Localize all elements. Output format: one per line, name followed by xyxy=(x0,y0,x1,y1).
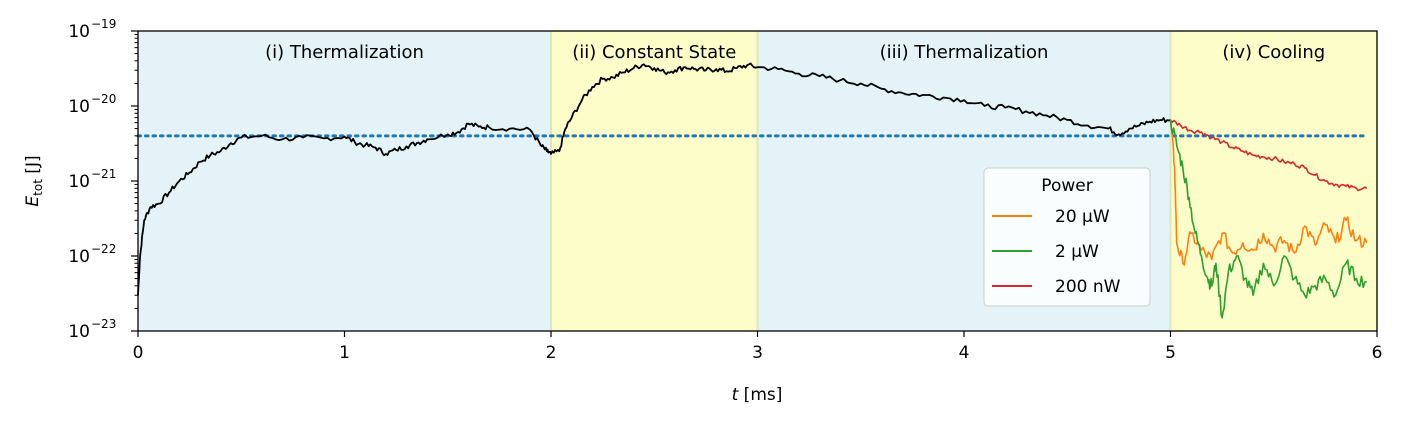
y-axis-label-sub: tot xyxy=(31,179,45,196)
x-tick-label: 5 xyxy=(1165,343,1176,363)
series-line-200-nw xyxy=(1169,119,1368,192)
y-tick-base: 10 xyxy=(68,97,90,117)
region-band xyxy=(138,31,551,331)
y-axis-label-unit: [J] xyxy=(23,155,43,179)
region-label: (i) Thermalization xyxy=(265,42,424,63)
x-tick-label: 2 xyxy=(546,343,557,363)
y-tick-exponent: −23 xyxy=(91,317,116,331)
y-tick-exponent: −20 xyxy=(91,92,116,106)
x-tick-label: 4 xyxy=(959,343,970,363)
legend-label: 2 μW xyxy=(1055,242,1099,262)
series-line-20-w xyxy=(1169,119,1368,266)
x-axis-label: t [ms] xyxy=(732,385,783,405)
x-axis-label-unit: [ms] xyxy=(738,385,782,405)
region-label: (iv) Cooling xyxy=(1222,42,1325,63)
y-axis-label-var: E xyxy=(23,196,43,207)
y-tick-base: 10 xyxy=(68,172,90,192)
series-line-main xyxy=(137,62,1171,296)
y-tick-exponent: −22 xyxy=(91,242,116,256)
y-tick-label: 10−20 xyxy=(68,92,116,117)
x-tick-label: 1 xyxy=(339,343,350,363)
legend-label: 20 μW xyxy=(1055,207,1110,227)
y-tick-base: 10 xyxy=(68,22,90,42)
y-tick-base: 10 xyxy=(68,247,90,267)
region-band xyxy=(551,31,758,331)
x-axis: 0 1 2 3 4 5 6 xyxy=(133,331,1383,363)
region-labels: (i) Thermalization (ii) Constant State (ii… xyxy=(265,42,1325,63)
series-line-2-w xyxy=(1169,119,1367,319)
x-tick-label: 3 xyxy=(752,343,763,363)
region-label: (iii) Thermalization xyxy=(880,42,1049,63)
region-band xyxy=(1170,31,1377,331)
y-tick-label: 10−23 xyxy=(68,317,116,342)
region-borders xyxy=(550,31,1172,331)
y-tick-label: 10−22 xyxy=(68,242,116,267)
x-axis-label-var: t xyxy=(732,385,740,405)
y-tick-base: 10 xyxy=(68,322,90,342)
legend-label: 200 nW xyxy=(1055,277,1121,297)
y-tick-exponent: −21 xyxy=(91,167,116,181)
legend: Power 20 μW 2 μW 200 nW xyxy=(983,167,1151,307)
y-axis-label: Etot [J] xyxy=(23,155,45,206)
y-tick-exponent: −19 xyxy=(91,17,116,31)
y-tick-label: 10−21 xyxy=(68,167,116,192)
legend-items: 20 μW 2 μW 200 nW xyxy=(992,207,1121,297)
y-tick-label: 10−19 xyxy=(68,17,116,42)
region-label: (ii) Constant State xyxy=(572,42,736,63)
legend-title: Power xyxy=(1041,176,1092,196)
legend-box xyxy=(983,167,1151,307)
series-lines xyxy=(137,62,1368,319)
x-tick-label: 0 xyxy=(133,343,144,363)
x-tick-label: 6 xyxy=(1372,343,1383,363)
